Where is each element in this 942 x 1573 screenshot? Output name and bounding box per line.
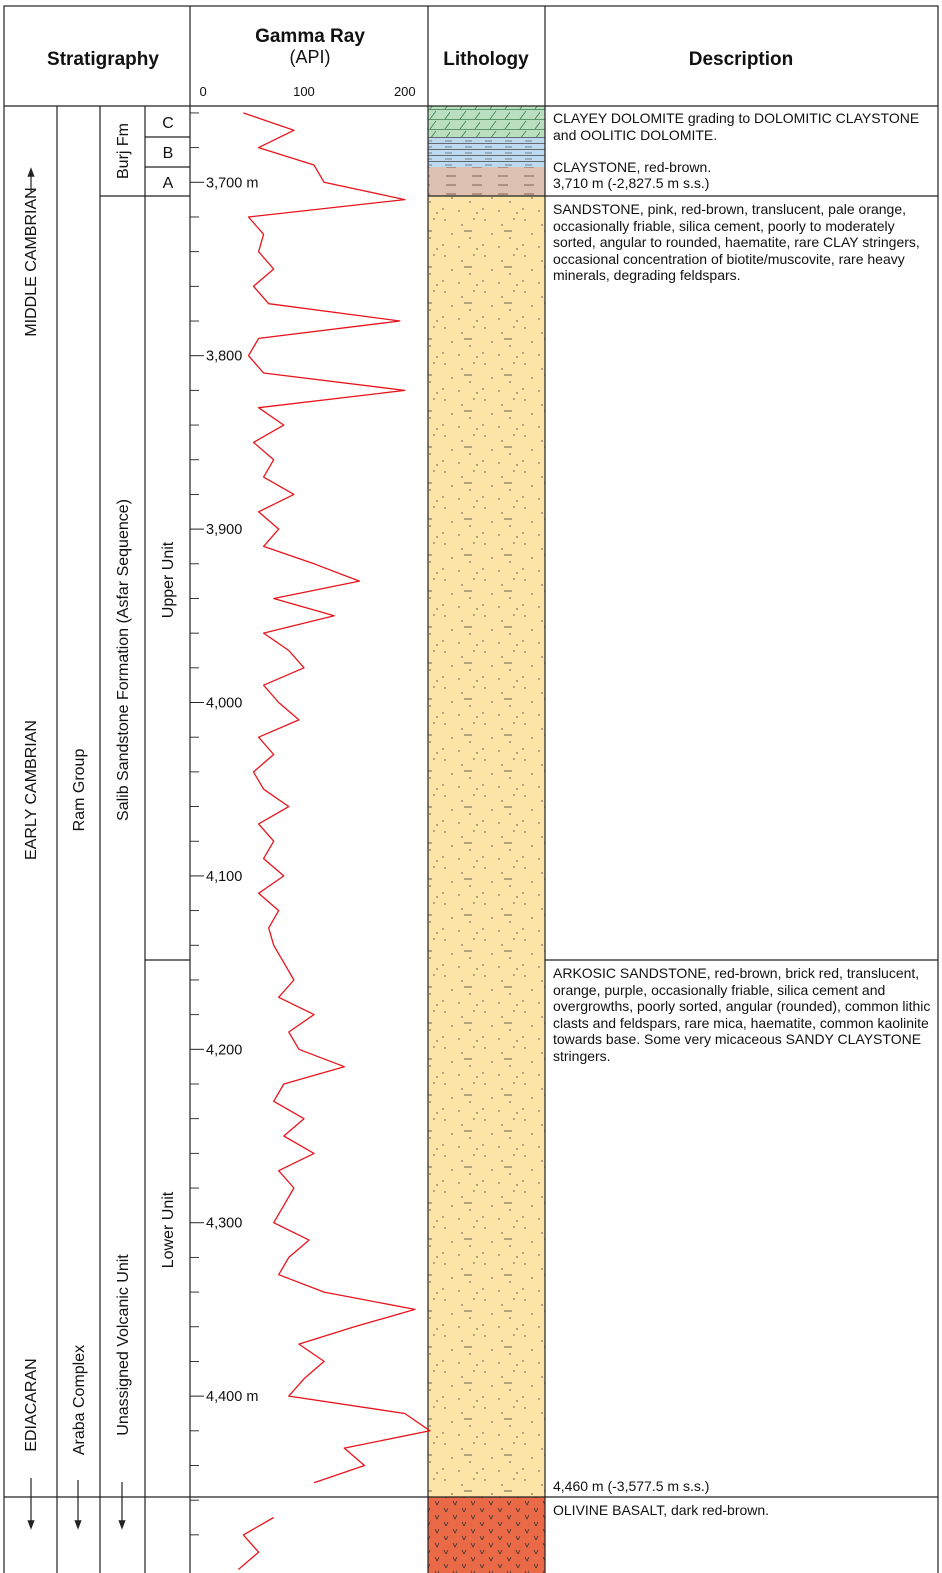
y-tick-label: 3,800 xyxy=(206,349,242,365)
description: 4,460 m (-3,577.5 m s.s.) xyxy=(553,1478,710,1494)
description: 3,710 m (-2,827.5 m s.s.) xyxy=(553,175,710,191)
y-tick-label: 4,100 xyxy=(206,869,242,885)
x-tick-label: 200 xyxy=(394,84,416,99)
y-tick-label: 4,300 xyxy=(206,1216,242,1232)
header: Stratigraphy xyxy=(47,49,159,70)
era: EARLY CAMBRIAN xyxy=(23,720,40,860)
header: (API) xyxy=(289,47,330,67)
member: Upper Unit xyxy=(160,541,177,618)
header: Lithology xyxy=(443,49,529,70)
x-tick-label: 100 xyxy=(293,84,315,99)
y-tick-label: 3,700 m xyxy=(206,175,258,191)
formation: Salib Sandstone Formation (Asfar Sequenc… xyxy=(115,499,132,821)
group: Ram Group xyxy=(71,749,88,832)
sandstone xyxy=(428,196,545,1497)
header: Gamma Ray xyxy=(255,26,365,47)
member: A xyxy=(163,175,174,192)
dolomite xyxy=(428,106,545,137)
claystone xyxy=(428,167,545,196)
y-tick-label: 4,200 xyxy=(206,1042,242,1058)
gamma-ray-curve xyxy=(237,112,431,1570)
formation: Unassigned Volcanic Unit xyxy=(115,1254,132,1436)
formation: Burj Fm xyxy=(115,123,132,179)
y-tick-label: 4,000 xyxy=(206,696,242,712)
y-tick-label: 4,400 m xyxy=(206,1389,258,1405)
member: Lower Unit xyxy=(160,1191,177,1268)
description: SANDSTONE, pink, red-brown, translucent,… xyxy=(553,201,920,283)
y-tick-label: 3,900 xyxy=(206,522,242,538)
description: ARKOSIC SANDSTONE, red-brown, brick red,… xyxy=(553,965,931,1064)
member: C xyxy=(162,115,174,132)
x-tick-label: 0 xyxy=(199,84,206,99)
description: CLAYEY DOLOMITE grading to DOLOMITIC CLA… xyxy=(553,110,920,143)
description: CLAYSTONE, red-brown. xyxy=(553,159,712,175)
basalt xyxy=(428,1497,545,1573)
era: EDIACARAN xyxy=(23,1358,40,1451)
era: MIDDLE CAMBRIAN xyxy=(23,187,40,336)
oolitic-dolomite xyxy=(428,137,545,167)
frame xyxy=(3,5,939,1573)
description: OLIVINE BASALT, dark red-brown. xyxy=(553,1502,770,1518)
header: Description xyxy=(689,49,794,70)
member: B xyxy=(163,145,174,162)
group: Araba Complex xyxy=(71,1345,88,1455)
